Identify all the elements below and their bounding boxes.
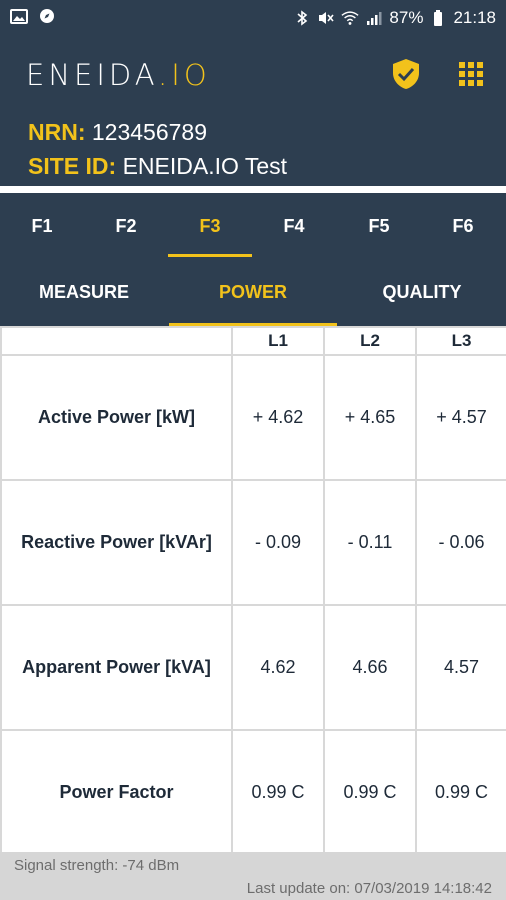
shield-check-icon[interactable] bbox=[388, 56, 424, 92]
site-id-value: ENEIDA.IO Test bbox=[122, 153, 288, 179]
cell-l3: 4.57 bbox=[415, 604, 506, 731]
site-id-label: SITE ID: bbox=[28, 153, 117, 179]
tab-f4[interactable]: F4 bbox=[252, 193, 336, 259]
tab-f2-label: F2 bbox=[115, 215, 137, 236]
cell-l1: 4.62 bbox=[231, 604, 325, 731]
tab-f6-label: F6 bbox=[452, 215, 474, 236]
image-icon bbox=[10, 8, 28, 24]
compass-icon bbox=[38, 8, 56, 24]
cell-l2: + 4.65 bbox=[323, 354, 417, 481]
logo-io-text: IO bbox=[171, 58, 211, 92]
header-l2: L2 bbox=[323, 326, 417, 356]
tab-f3-label: F3 bbox=[199, 215, 221, 236]
table-row: Apparent Power [kVA] 4.62 4.66 4.57 bbox=[0, 604, 506, 731]
tab-f3[interactable]: F3 bbox=[168, 193, 252, 259]
tab-f5-label: F5 bbox=[368, 215, 390, 236]
power-table-container: L1 L2 L3 Active Power [kW] + 4.62 + 4.65… bbox=[0, 326, 506, 856]
tab-measure[interactable]: MEASURE bbox=[0, 259, 168, 326]
battery-icon bbox=[429, 10, 447, 26]
row-label: Reactive Power [kVAr] bbox=[0, 479, 233, 606]
header-l1: L1 bbox=[231, 326, 325, 356]
cell-l1: 0.99 C bbox=[231, 729, 325, 856]
tab-f1-label: F1 bbox=[31, 215, 53, 236]
nrn-row: NRN: 123456789 bbox=[28, 119, 207, 146]
clock: 21:18 bbox=[453, 8, 496, 27]
cell-l2: - 0.11 bbox=[323, 479, 417, 606]
row-label: Power Factor bbox=[0, 729, 233, 856]
table-row: Active Power [kW] + 4.62 + 4.65 + 4.57 bbox=[0, 354, 506, 481]
divider bbox=[0, 186, 506, 193]
table-row: Reactive Power [kVAr] - 0.09 - 0.11 - 0.… bbox=[0, 479, 506, 606]
row-label: Apparent Power [kVA] bbox=[0, 604, 233, 731]
nrn-value: 123456789 bbox=[91, 119, 208, 145]
site-info: NRN: 123456789 SITE ID: ENEIDA.IO Test bbox=[0, 114, 506, 188]
battery-percent: 87% bbox=[389, 8, 424, 27]
nrn-label: NRN: bbox=[28, 119, 86, 145]
tab-power-indicator bbox=[169, 323, 337, 326]
grid-icon[interactable] bbox=[457, 60, 485, 88]
cell-l2: 4.66 bbox=[323, 604, 417, 731]
bluetooth-icon bbox=[293, 10, 311, 26]
logo-main-text: ENEIDA bbox=[26, 58, 159, 92]
tab-power-label: POWER bbox=[218, 282, 287, 302]
cell-l2: 0.99 C bbox=[323, 729, 417, 856]
table-header-row: L1 L2 L3 bbox=[0, 326, 506, 356]
cell-l3: - 0.06 bbox=[415, 479, 506, 606]
tab-f6[interactable]: F6 bbox=[421, 193, 505, 259]
power-table: L1 L2 L3 Active Power [kW] + 4.62 + 4.65… bbox=[0, 326, 506, 856]
view-tabs: MEASURE POWER QUALITY bbox=[0, 259, 506, 326]
cell-l3: 0.99 C bbox=[415, 729, 506, 856]
app-logo: ENEIDA.IO bbox=[26, 58, 211, 92]
status-footer: Signal strength: -74 dBm Last update on:… bbox=[0, 852, 506, 900]
site-id-row: SITE ID: ENEIDA.IO Test bbox=[28, 153, 287, 180]
header-empty bbox=[0, 326, 233, 356]
tab-power[interactable]: POWER bbox=[169, 259, 337, 326]
tab-measure-label: MEASURE bbox=[38, 282, 129, 302]
tab-f2[interactable]: F2 bbox=[84, 193, 168, 259]
cell-l3: + 4.57 bbox=[415, 354, 506, 481]
mute-icon bbox=[317, 10, 335, 26]
tab-quality[interactable]: QUALITY bbox=[338, 259, 506, 326]
signal-icon bbox=[365, 10, 383, 26]
header-l3: L3 bbox=[415, 326, 506, 356]
cell-l1: + 4.62 bbox=[231, 354, 325, 481]
table-row: Power Factor 0.99 C 0.99 C 0.99 C bbox=[0, 729, 506, 856]
tab-f3-indicator bbox=[168, 254, 252, 257]
app-bar: ENEIDA.IO bbox=[0, 36, 506, 114]
row-label: Active Power [kW] bbox=[0, 354, 233, 481]
signal-strength: Signal strength: -74 dBm bbox=[14, 857, 180, 874]
wifi-icon bbox=[341, 10, 359, 26]
status-bar: 87% 21:18 bbox=[0, 0, 506, 36]
tab-quality-label: QUALITY bbox=[382, 282, 462, 302]
tab-f5[interactable]: F5 bbox=[337, 193, 421, 259]
tab-f1[interactable]: F1 bbox=[0, 193, 84, 259]
feeder-tabs: F1 F2 F3 F4 F5 F6 bbox=[0, 193, 506, 259]
cell-l1: - 0.09 bbox=[231, 479, 325, 606]
tab-f4-label: F4 bbox=[283, 215, 305, 236]
last-update: Last update on: 07/03/2019 14:18:42 bbox=[246, 880, 492, 897]
logo-dot: . bbox=[158, 58, 172, 92]
